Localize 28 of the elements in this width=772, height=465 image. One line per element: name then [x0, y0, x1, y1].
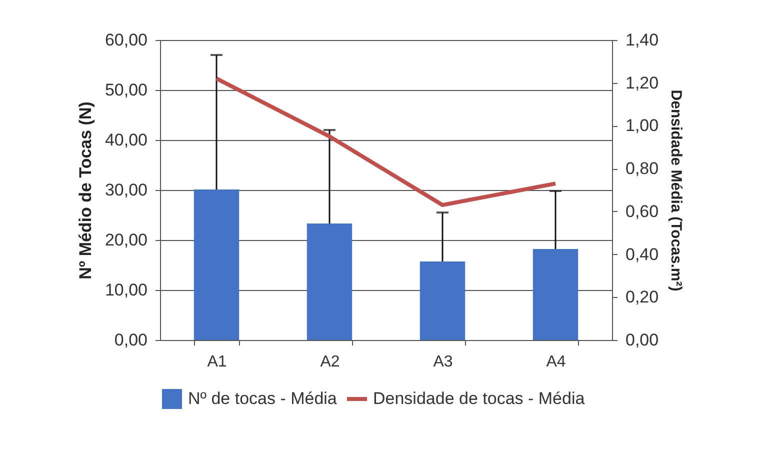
y-tick-label: 0,00	[114, 330, 148, 350]
y2-tick-label: 0,00	[626, 330, 659, 350]
y2-tick-label: 0,20	[626, 288, 659, 307]
y2-tick-label: 0,60	[626, 202, 659, 221]
y-tick-label: 30,00	[104, 180, 148, 200]
bar	[532, 249, 578, 340]
bar	[306, 224, 352, 340]
x-tick-label: A4	[546, 354, 566, 370]
y2-tick-label: 1,20	[626, 73, 659, 92]
bar	[194, 190, 240, 340]
y2-tick-label: 0,80	[626, 159, 659, 178]
y2-axis-title: Densidade Média (Tocas.m²)	[668, 90, 685, 292]
y-tick-label: 60,00	[104, 30, 148, 50]
y2-tick-label: 1,00	[626, 116, 659, 136]
y2-tick-label: 1,40	[626, 30, 659, 50]
line-series	[214, 76, 558, 207]
x-tick-label: A3	[433, 354, 453, 370]
x-tick-label: A2	[320, 354, 340, 370]
y2-tick-label: 0,40	[626, 244, 659, 264]
y-axis-title: Nº Médio de Tocas (N)	[76, 102, 95, 280]
y-tick-label: 10,00	[104, 280, 148, 300]
y-tick-label: 40,00	[104, 130, 148, 150]
legend-label: Nº de tocas - Média	[188, 389, 338, 408]
x-tick-label: A1	[207, 354, 227, 370]
y-tick-label: 20,00	[104, 230, 148, 250]
bar	[420, 262, 466, 340]
y-tick-label: 50,00	[104, 80, 148, 100]
legend-label: Densidade de tocas - Média	[373, 389, 586, 408]
